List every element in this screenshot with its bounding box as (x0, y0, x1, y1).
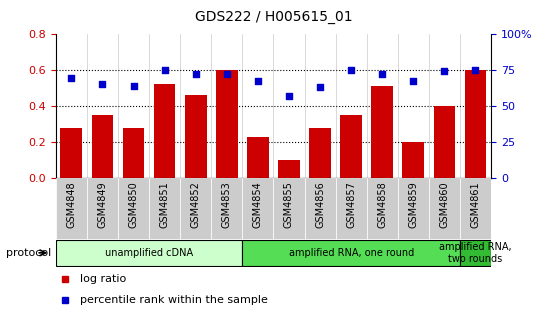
Bar (367, 178, 398, 239)
Text: GSM4850: GSM4850 (128, 181, 138, 228)
Text: GSM4851: GSM4851 (160, 181, 170, 228)
Bar (242, 240, 460, 266)
Bar (216, 70, 238, 178)
Bar (460, 240, 491, 266)
Bar (372, 86, 393, 178)
Text: GSM4848: GSM4848 (66, 181, 76, 228)
Bar (149, 178, 180, 239)
Text: GSM4861: GSM4861 (470, 181, 480, 228)
Point (253, 79, 262, 84)
Bar (56, 240, 242, 266)
Text: GSM4854: GSM4854 (253, 181, 263, 228)
Bar (247, 136, 269, 178)
Bar (123, 128, 145, 178)
Bar (309, 128, 331, 178)
Text: GSM4856: GSM4856 (315, 181, 325, 228)
Bar (402, 142, 424, 178)
Point (409, 79, 418, 84)
Bar (153, 84, 175, 178)
Point (160, 67, 169, 72)
Text: GSM4849: GSM4849 (98, 181, 108, 228)
Text: log ratio: log ratio (80, 275, 126, 284)
Text: GSM4857: GSM4857 (346, 181, 356, 228)
Bar (398, 178, 429, 239)
Point (316, 84, 325, 90)
Point (347, 67, 355, 72)
Bar (60, 128, 82, 178)
Text: GSM4858: GSM4858 (377, 181, 387, 228)
Bar (92, 115, 113, 178)
Text: protocol: protocol (6, 248, 51, 258)
Point (440, 69, 449, 74)
Point (129, 83, 138, 88)
Bar (434, 106, 455, 178)
Bar (180, 178, 211, 239)
Text: unamplified cDNA: unamplified cDNA (105, 248, 193, 258)
Point (378, 71, 387, 77)
Bar (465, 70, 487, 178)
Bar (273, 178, 305, 239)
Point (222, 71, 231, 77)
Bar (340, 115, 362, 178)
Text: GSM4860: GSM4860 (439, 181, 449, 228)
Point (285, 93, 294, 98)
Bar (242, 178, 273, 239)
Bar (211, 178, 242, 239)
Text: amplified RNA, one round: amplified RNA, one round (288, 248, 414, 258)
Text: GSM4852: GSM4852 (191, 181, 201, 228)
Bar (335, 178, 367, 239)
Text: amplified RNA,
two rounds: amplified RNA, two rounds (439, 242, 512, 264)
Bar (87, 178, 118, 239)
Bar (118, 178, 149, 239)
Text: GDS222 / H005615_01: GDS222 / H005615_01 (195, 10, 352, 24)
Text: GSM4853: GSM4853 (222, 181, 232, 228)
Bar (429, 178, 460, 239)
Point (67, 76, 76, 81)
Bar (278, 160, 300, 178)
Bar (56, 178, 87, 239)
Point (98, 82, 107, 87)
Text: percentile rank within the sample: percentile rank within the sample (80, 295, 268, 305)
Bar (185, 95, 206, 178)
Point (191, 71, 200, 77)
Text: GSM4859: GSM4859 (408, 181, 418, 228)
Bar (460, 178, 491, 239)
Bar (305, 178, 335, 239)
Point (471, 67, 480, 72)
Text: GSM4855: GSM4855 (284, 181, 294, 228)
